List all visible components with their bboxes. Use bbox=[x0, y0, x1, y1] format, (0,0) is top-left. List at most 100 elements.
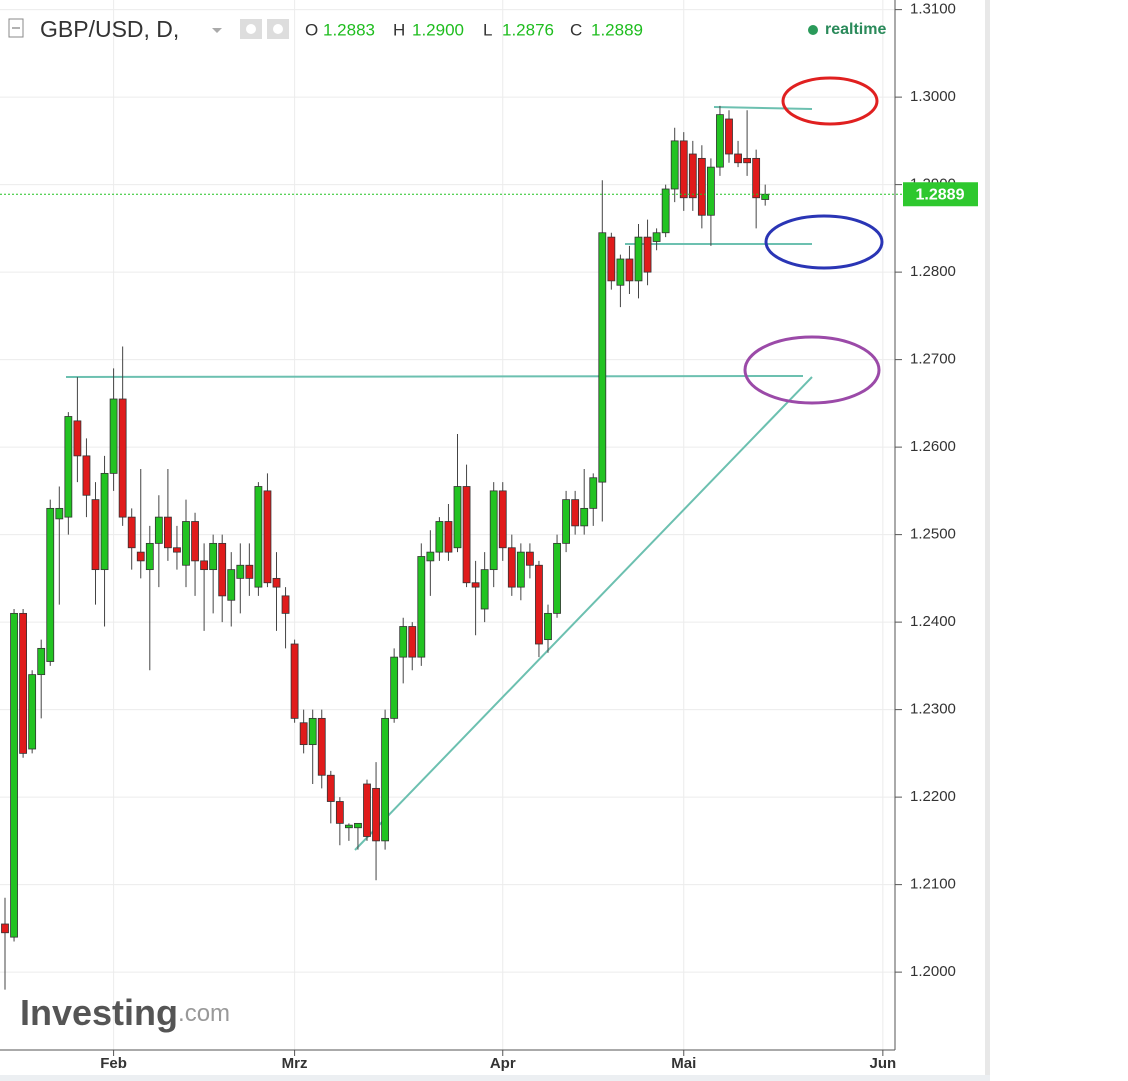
candle-body bbox=[697, 157, 706, 216]
candle-body bbox=[82, 455, 91, 496]
candle-body bbox=[553, 542, 561, 614]
candle-body bbox=[471, 582, 480, 588]
y-tick-label: 1.2100 bbox=[910, 876, 956, 893]
candle-body bbox=[734, 153, 742, 164]
y-tick-label: 1.2500 bbox=[910, 526, 956, 543]
candle-body bbox=[562, 499, 570, 544]
candle-body bbox=[173, 547, 181, 553]
candle-body bbox=[109, 398, 118, 474]
candle-body bbox=[607, 236, 616, 282]
candle-body bbox=[661, 188, 670, 234]
ohlc-label: L bbox=[483, 20, 492, 39]
candle-body bbox=[136, 551, 145, 562]
candle-body bbox=[73, 420, 82, 457]
candle-body bbox=[507, 547, 516, 588]
ohlc-value: 1.2876 bbox=[502, 20, 554, 39]
candle-body bbox=[335, 801, 344, 824]
candle-body bbox=[408, 626, 417, 658]
candle-body bbox=[37, 647, 46, 676]
candle-body bbox=[46, 507, 55, 662]
candle-body bbox=[480, 569, 489, 610]
y-tick-label: 1.2200 bbox=[910, 788, 956, 805]
candle-body bbox=[598, 232, 607, 483]
candle-body bbox=[444, 521, 453, 553]
watermark-brand: Investing bbox=[20, 992, 178, 1033]
ohlc-label: C bbox=[570, 20, 582, 39]
candle-body bbox=[227, 569, 236, 601]
candle-body bbox=[344, 824, 353, 829]
candle-body bbox=[426, 551, 435, 562]
last-price-label: 1.2889 bbox=[916, 186, 965, 203]
candle-body bbox=[743, 157, 751, 164]
settings-icon-hole bbox=[273, 24, 283, 34]
candle-body bbox=[1, 923, 9, 934]
candle-body bbox=[317, 717, 326, 776]
candle-body bbox=[652, 232, 661, 242]
x-tick-label: Feb bbox=[100, 1055, 127, 1072]
candle-body bbox=[544, 612, 552, 641]
candle-body bbox=[19, 612, 28, 754]
ohlc-legend: O 1.2883 H 1.2900 L 1.2876 C 1.2889 bbox=[305, 20, 643, 39]
candle-body bbox=[616, 258, 625, 286]
candle-body bbox=[516, 551, 525, 588]
x-tick-label: Mai bbox=[671, 1055, 696, 1072]
candle-body bbox=[535, 564, 543, 645]
candle-body bbox=[272, 577, 281, 588]
ohlc-value: 1.2889 bbox=[591, 20, 643, 39]
candle-body bbox=[462, 486, 471, 584]
candle-body bbox=[218, 542, 227, 597]
y-tick-label: 1.2400 bbox=[910, 613, 956, 630]
candle-body bbox=[372, 787, 380, 842]
candle-body bbox=[163, 516, 172, 549]
candle-body bbox=[326, 774, 335, 802]
y-tick-label: 1.2300 bbox=[910, 701, 956, 718]
candle-body bbox=[589, 477, 598, 509]
candle-body bbox=[634, 236, 643, 282]
candle-body bbox=[526, 551, 534, 566]
candle-body bbox=[643, 236, 652, 273]
y-tick-label: 1.3100 bbox=[910, 1, 956, 18]
candle-body bbox=[100, 472, 109, 571]
realtime-dot bbox=[808, 25, 818, 35]
axes: 1.2000 1.2100 1.2200 1.2300 1.2400 1.2500 1.26… bbox=[0, 1, 978, 1072]
candle-body bbox=[209, 542, 218, 571]
x-tick-label: Mrz bbox=[282, 1055, 308, 1072]
candle-body bbox=[625, 258, 634, 282]
candle-body bbox=[670, 140, 679, 190]
candle-body bbox=[390, 656, 399, 719]
ohlc-value: 1.2883 bbox=[323, 20, 375, 39]
candle-body bbox=[453, 486, 462, 549]
frame-bottom bbox=[0, 1075, 990, 1081]
candle-body bbox=[10, 612, 18, 938]
candle-body bbox=[363, 783, 371, 837]
resistance-line bbox=[65, 375, 804, 378]
candle-body bbox=[381, 717, 390, 842]
chart-title: GBP/USD, D, bbox=[40, 16, 179, 42]
blue-ellipse bbox=[764, 214, 884, 270]
candle-body bbox=[725, 118, 733, 155]
candle-body bbox=[254, 486, 263, 588]
candle-body bbox=[55, 507, 64, 520]
candle-body bbox=[191, 521, 199, 562]
candle-body bbox=[118, 398, 127, 518]
watermark-domain: .com bbox=[178, 1000, 230, 1027]
trend-line bbox=[354, 376, 813, 851]
candle-body bbox=[200, 560, 209, 571]
candle-body bbox=[263, 490, 272, 584]
top-line bbox=[713, 106, 813, 110]
candle-body bbox=[154, 516, 163, 544]
x-tick-label: Apr bbox=[490, 1055, 516, 1072]
dropdown-icon[interactable] bbox=[212, 28, 222, 33]
candle-body bbox=[64, 416, 73, 518]
y-tick-label: 1.3000 bbox=[910, 88, 956, 105]
x-tick-label: Jun bbox=[870, 1055, 897, 1072]
realtime-status: realtime bbox=[825, 21, 886, 38]
eye-icon-pupil bbox=[246, 24, 256, 34]
purple-ellipse bbox=[743, 335, 881, 405]
y-tick-label: 1.2600 bbox=[910, 438, 956, 455]
candle-body bbox=[308, 717, 317, 746]
ohlc-label: H bbox=[393, 20, 405, 39]
candle-body bbox=[752, 157, 761, 199]
candle-body bbox=[679, 140, 688, 199]
